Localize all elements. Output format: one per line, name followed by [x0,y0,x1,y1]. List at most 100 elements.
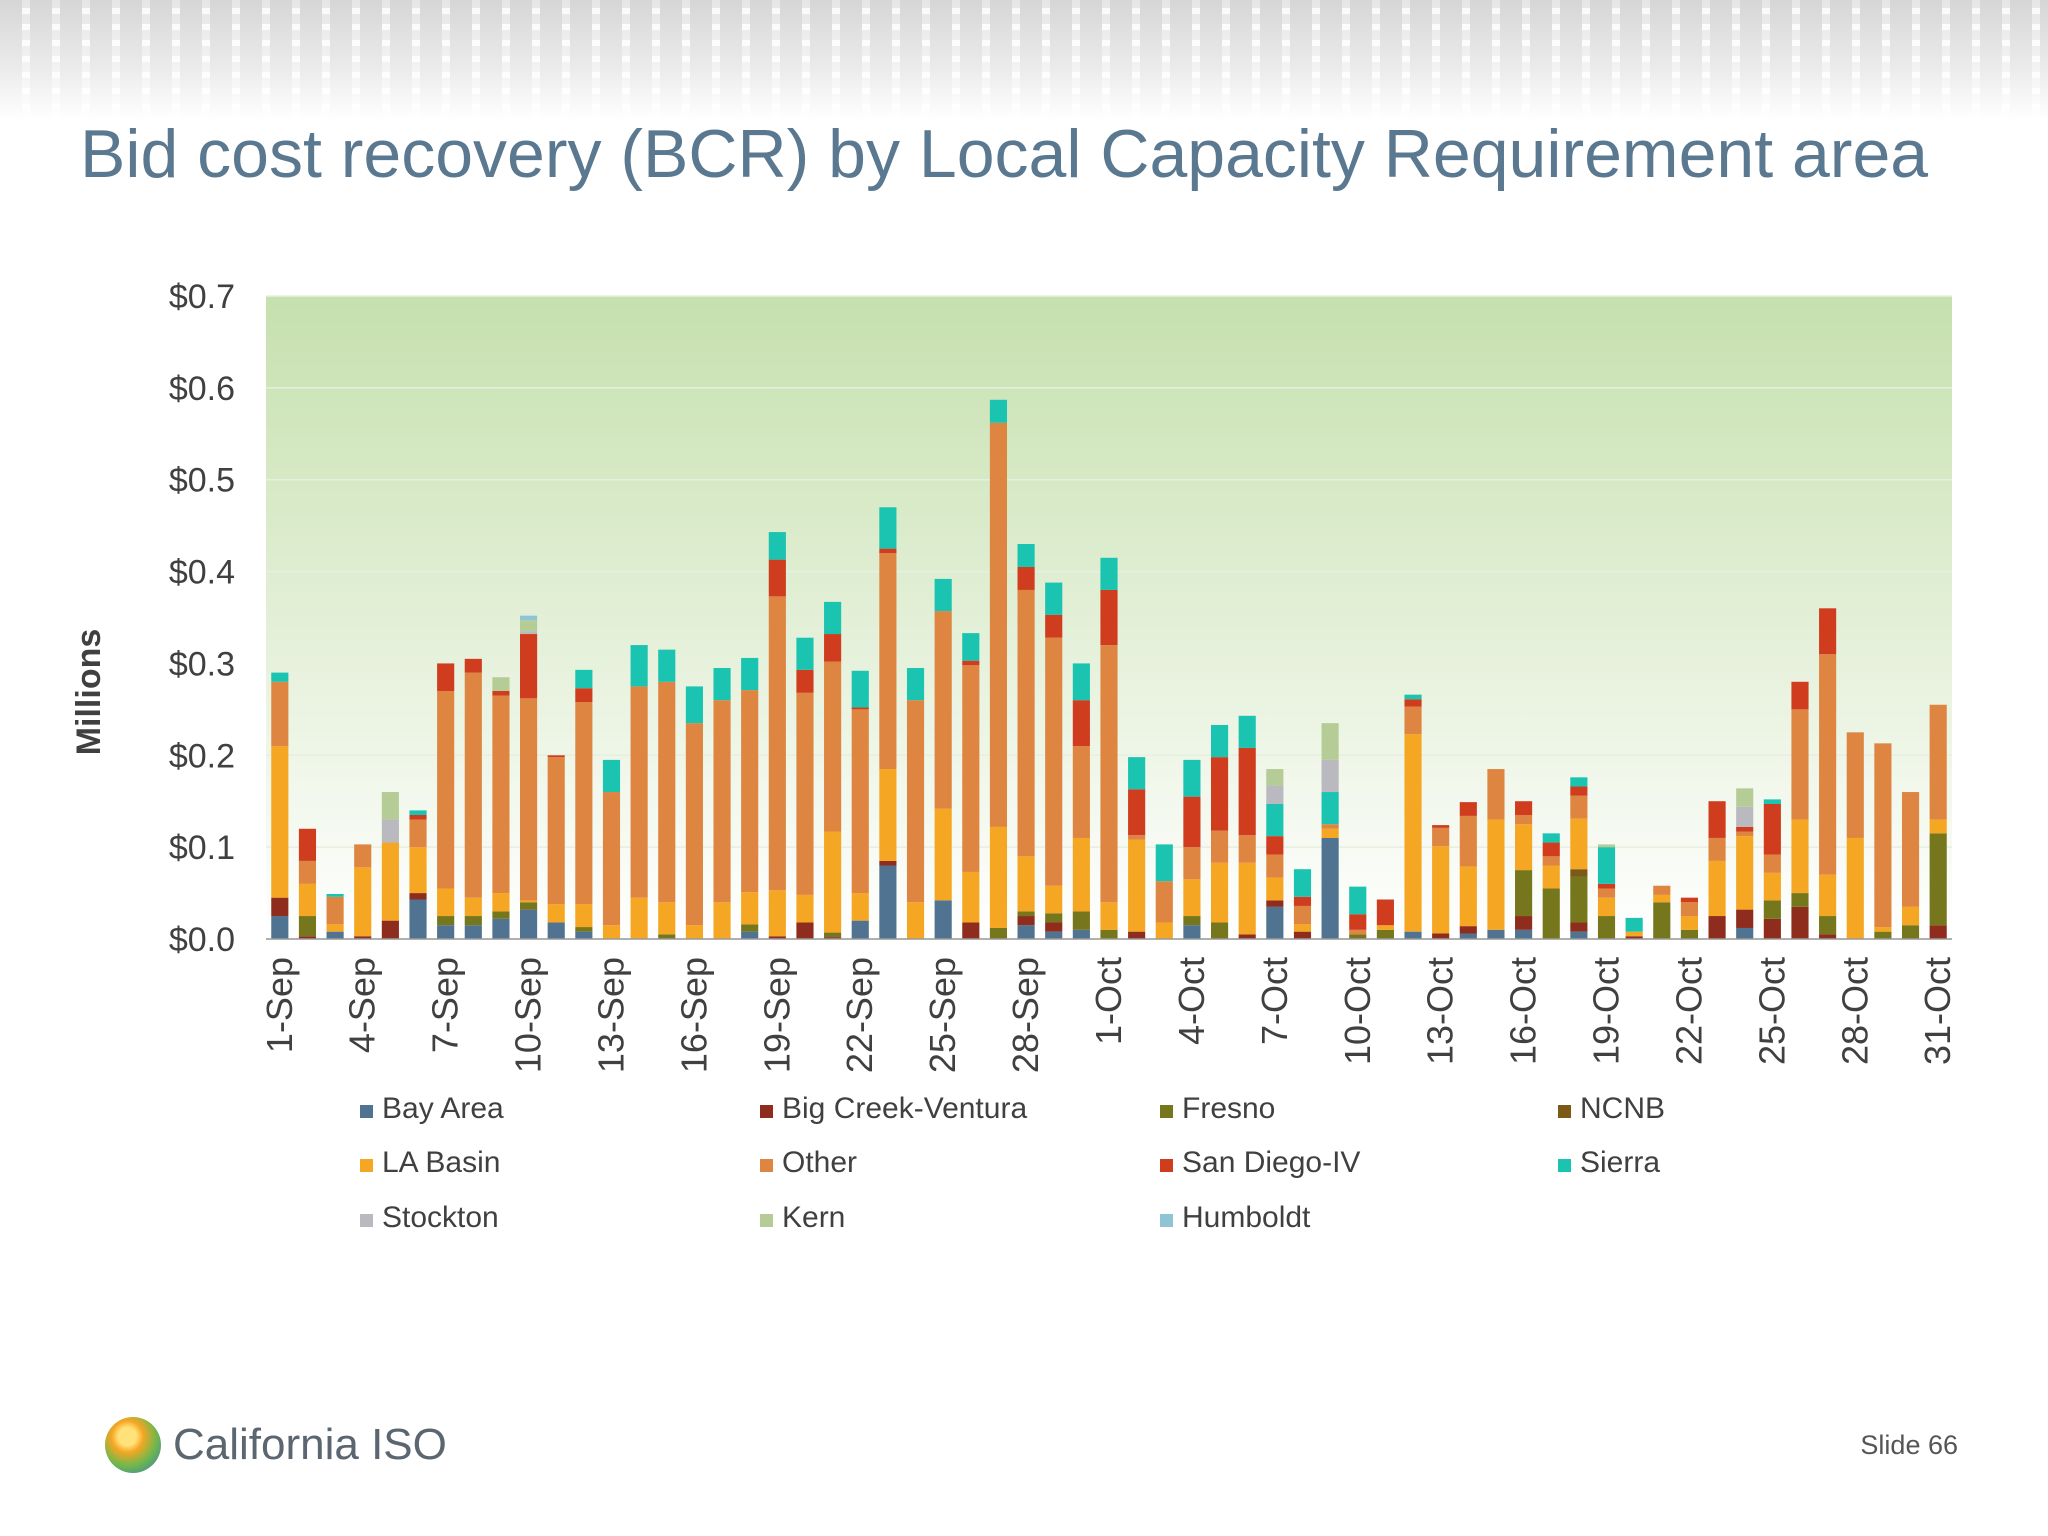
legend-swatch [360,1159,373,1172]
bar-segment [989,927,1008,939]
bar-segment [1736,831,1754,837]
bar-segment [741,657,759,691]
bar-segment [1072,700,1090,747]
bar-segment [879,507,897,549]
bar-segment [1321,824,1339,829]
x-tick-label: 16-Oct [1503,957,1544,1065]
legend-label: NCNB [1580,1092,1665,1125]
bar-segment [768,559,786,597]
bar-segment [492,690,510,696]
bar-segment [409,847,427,894]
bar-segment [1045,614,1063,638]
bar-segment [1708,916,1726,939]
bar-segment [630,897,648,939]
bar-segment [879,860,897,866]
bar-segment [1542,865,1560,889]
bar-segment [1736,927,1754,939]
x-tick-label: 10-Sep [508,957,549,1073]
legend-label: Bay Area [382,1092,504,1125]
bar-segment [492,911,510,919]
bar-segment [298,828,317,861]
bar-segment [464,658,482,673]
bar-segment [1570,869,1588,877]
bar-segment [1515,870,1533,917]
bar-segment [1045,913,1063,923]
bar-segment [1155,922,1173,939]
bar-segment [1266,803,1284,837]
bar-segment [1266,877,1284,901]
bar-segment [741,690,759,893]
bar-segment [1929,833,1947,926]
bar-segment [381,920,399,939]
bar-segment [381,819,399,843]
bar-segment [1736,806,1754,827]
bar-segment [1515,824,1533,871]
bar-segment [492,893,510,912]
bar-segment [1321,723,1339,760]
bar-segment [741,931,759,939]
bar-segment [298,936,317,939]
bar-segment [1874,743,1892,928]
x-tick-label: 19-Oct [1586,957,1627,1065]
bar-segment [1542,856,1560,866]
bar-segment [1846,837,1864,939]
bar-segment [1432,827,1450,847]
x-tick-label: 19-Sep [756,957,797,1073]
bar-segment [741,892,759,925]
bar-segment [1459,933,1477,939]
bar-segment [851,893,869,921]
bar-segment [685,723,703,926]
bar-segment [1266,836,1284,855]
bar-segment [630,686,648,898]
bar-segment [1293,924,1312,932]
bar-segment [1183,916,1201,926]
bar-segment [796,692,814,895]
bar-segment [1901,792,1920,907]
bar-segment [326,896,344,925]
bar-segment [1487,769,1505,820]
bar-segment [464,672,482,898]
bar-segment [1763,854,1781,873]
legend-swatch [1160,1214,1173,1227]
bar-segment [1128,931,1146,939]
bar-segment [1432,933,1450,939]
bar-segment [1404,694,1422,700]
bar-segment [879,769,897,861]
bar-segment [1321,837,1339,939]
bar-segment [796,894,814,923]
bar-segment [1597,916,1616,939]
legend-swatch [360,1214,373,1227]
x-tick-label: 13-Oct [1420,957,1461,1065]
bar-segment [989,399,1008,423]
bar-segment [464,925,482,939]
bar-segment [1432,846,1450,934]
bar-segment [520,631,538,635]
bar-segment [1210,724,1229,758]
bar-segment [1017,544,1035,567]
bar-segment [658,934,676,939]
bar-segment [1072,929,1090,939]
bar-segment [1929,704,1947,820]
bar-segment [879,548,897,554]
bar-segment [1017,589,1035,857]
bar-segment [1238,715,1256,748]
bar-segment [1846,732,1864,838]
bar-segment [1045,582,1063,615]
x-tick-label: 4-Oct [1171,957,1212,1045]
bar-segment [1349,929,1367,935]
bar-segment [879,553,897,770]
bar-segment [824,831,842,933]
bar-segment [989,826,1008,928]
bar-segment [547,755,565,758]
bar-segment [824,932,842,938]
bar-segment [1100,645,1118,903]
bar-segment [658,902,676,935]
bar-segment [602,759,621,793]
y-tick-label: $0.3 [169,645,235,683]
bar-segment [768,596,786,891]
bar-segment [796,922,814,939]
bar-segment [326,931,344,939]
bar-segment [409,893,427,900]
x-tick-label: 25-Oct [1751,957,1792,1065]
bar-segment [1680,897,1698,903]
